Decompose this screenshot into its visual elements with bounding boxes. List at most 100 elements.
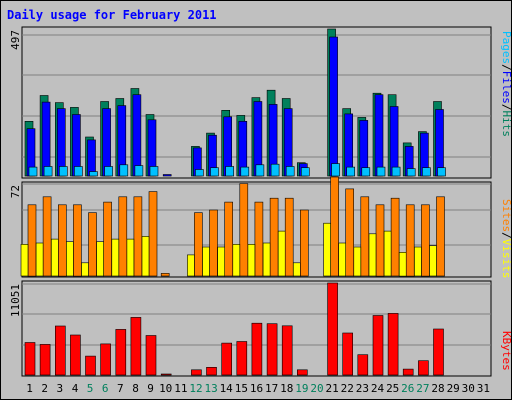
day-bars	[251, 322, 263, 376]
day-bars	[418, 131, 431, 177]
day-label: 27	[416, 382, 429, 395]
kbytes-bar	[39, 344, 51, 376]
panel-max-label: 497	[9, 30, 22, 50]
day-bars	[402, 368, 414, 376]
kbytes-bar	[160, 373, 172, 376]
pages-bar	[195, 169, 204, 177]
kbytes-bar	[70, 334, 81, 376]
day-bars	[433, 101, 446, 177]
sites-bar	[209, 209, 218, 277]
day-bars	[50, 204, 67, 277]
day-label: 9	[147, 382, 154, 395]
pages-bar	[331, 163, 340, 177]
legend-kbytes: KBytes	[500, 331, 511, 371]
day-label: 8	[132, 382, 139, 395]
day-bars	[85, 355, 96, 376]
visits-bar	[262, 242, 271, 277]
kbytes-bar	[327, 282, 338, 376]
day-bars	[372, 315, 384, 376]
kbytes-bar	[54, 325, 66, 376]
visits-bar	[398, 252, 407, 277]
panel-max-label: 11051	[9, 284, 22, 317]
pages-bar	[285, 166, 295, 177]
pages-bar	[437, 167, 446, 177]
day-label: 24	[371, 382, 385, 395]
pages-bar	[28, 166, 38, 177]
pages-bar	[149, 166, 159, 177]
pages-bar	[104, 166, 113, 177]
day-bars	[191, 146, 204, 177]
files-bar	[344, 113, 354, 177]
day-bars	[70, 107, 83, 177]
day-bars	[160, 373, 172, 376]
day-label: 14	[220, 382, 234, 395]
pages-bar	[58, 166, 68, 177]
day-bars	[247, 201, 264, 277]
sites-bar	[405, 204, 415, 277]
day-bars	[206, 366, 217, 376]
sites-bar	[27, 204, 37, 277]
legend-pages: Pages	[500, 31, 511, 64]
day-bars	[372, 92, 386, 177]
files-bar	[162, 174, 172, 177]
sites-bar	[194, 212, 203, 277]
sites-bar	[390, 197, 400, 277]
kbytes-bar	[418, 360, 429, 376]
files-bar	[389, 106, 399, 177]
visits-bar	[66, 241, 74, 277]
day-bars	[232, 183, 249, 277]
pages-bar	[240, 166, 250, 177]
day-bars	[357, 354, 369, 376]
day-bars	[100, 343, 111, 376]
sites-bar	[299, 209, 309, 277]
sites-bar	[103, 201, 112, 277]
sites-bar	[118, 196, 128, 277]
kbytes-bar	[221, 342, 232, 376]
day-label: 31	[477, 382, 490, 395]
pages-bar	[300, 167, 310, 177]
day-label: 26	[401, 382, 414, 395]
panel-kbytes: 11051	[9, 280, 492, 377]
day-bars	[20, 204, 37, 277]
day-label: 25	[386, 382, 399, 395]
visits-bar	[429, 245, 437, 277]
day-label: 7	[117, 382, 124, 395]
sites-bar	[330, 176, 339, 277]
day-bars	[145, 114, 159, 177]
visits-bar	[414, 246, 422, 277]
day-bars	[281, 325, 293, 376]
sites-bar	[57, 204, 67, 277]
pages-bar	[225, 166, 234, 177]
day-label: 20	[310, 382, 323, 395]
day-bars	[217, 201, 233, 277]
sites-bar	[239, 183, 249, 277]
day-bars	[342, 108, 356, 177]
day-bars	[433, 328, 444, 376]
day-bars	[236, 115, 250, 177]
day-bars	[54, 102, 68, 177]
kbytes-bar	[115, 329, 127, 376]
day-bars	[191, 369, 202, 376]
day-label: 29	[447, 382, 460, 395]
panel-sites-visits: 72	[9, 176, 492, 278]
sites-bar	[88, 212, 97, 277]
pages-bar	[89, 171, 98, 177]
legend-visits: Visits	[500, 239, 511, 279]
day-bars	[206, 132, 219, 177]
day-bars	[357, 117, 371, 177]
day-label: 21	[325, 382, 338, 395]
pages-bar	[134, 165, 144, 177]
day-bars	[236, 341, 248, 376]
legend-separator: /	[500, 232, 511, 239]
pages-bar	[422, 167, 431, 177]
kbytes-bar	[433, 328, 444, 376]
pages-bar	[270, 163, 280, 177]
sites-bar	[375, 204, 385, 277]
day-bars	[251, 97, 265, 177]
visits-bar	[35, 242, 44, 277]
day-bars	[277, 197, 294, 277]
day-bars	[387, 94, 401, 177]
visits-bar	[20, 244, 29, 277]
day-label: 13	[204, 382, 217, 395]
